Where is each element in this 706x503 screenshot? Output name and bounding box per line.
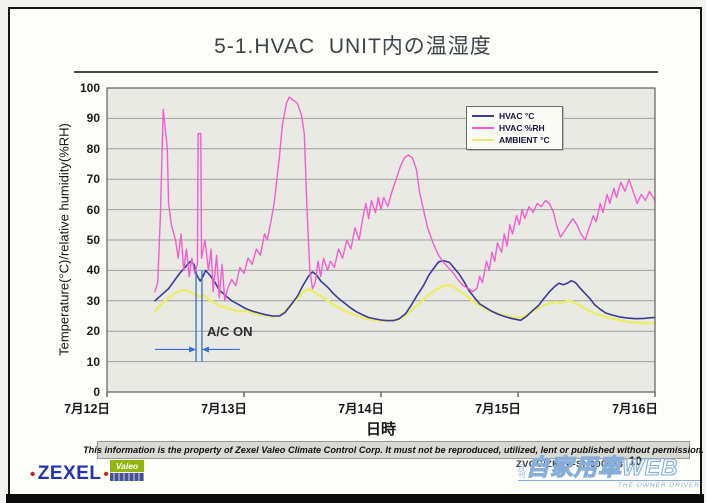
series-line-ambient-c [153,283,657,325]
watermark-underline [518,480,700,481]
zexel-logo-dot-right: • [103,465,110,483]
valeo-logo-subbox [110,473,144,481]
y-tick-label-30: 30 [86,293,100,308]
y-axis-ticks: 0 10 20 30 40 50 60 70 80 90 100 [58,81,100,399]
document-code: ZVCC/ZEAE-SH000523 [516,459,624,470]
y-tick-label-80: 80 [86,141,100,156]
legend-line-swatch [472,115,494,117]
title-underline [74,71,658,73]
page-number: 10 [629,456,642,468]
legend-item: HVAC %RH [472,122,558,134]
y-tick-label-20: 20 [86,324,100,339]
legend-line-swatch [472,139,494,141]
legend-item: AMBIENT °C [472,134,558,146]
y-tick-label-60: 60 [86,202,100,217]
zexel-logo-dot-left: • [30,465,36,483]
zexel-logo: • ZEXEL • [28,463,111,485]
y-tick-label-90: 90 [86,111,100,126]
y-tick-label-10: 10 [86,354,100,369]
valeo-logo-text: Valeo [110,460,144,472]
x-tick-label-0: 7月12日 [64,402,110,416]
owner-driver-watermark: 月 刊 自家用車WEB THE OWNER DRIVER [518,454,700,489]
disclaimer-bar: This information is the property of Zexe… [83,441,704,459]
x-tick-label-3: 7月15日 [475,402,521,416]
x-axis-title: 日時 [365,421,396,438]
y-tick-label-100: 100 [79,81,100,95]
hvac-line-chart: A/C ON [106,87,657,397]
disclaimer-text: This information is the property of Zexe… [83,445,704,455]
y-tick-label-40: 40 [86,263,100,278]
watermark-prefix-bottom: 刊 [518,472,525,479]
zexel-logo-text: ZEXEL [37,463,102,484]
legend-line-swatch [472,127,494,129]
y-tick-label-70: 70 [86,172,100,187]
slide-title: 5-1.HVAC UNIT内の温湿度 [214,35,492,58]
watermark-main-text: 自家用車WEB [525,454,679,480]
legend-item: HVAC °C [472,110,558,122]
valeo-logo: Valeo [110,460,144,481]
x-axis-ticks: 7月12日 7月13日 7月14日 7月15日 7月16日 [64,398,658,416]
y-tick-label-0: 0 [93,385,100,399]
watermark-tagline: THE OWNER DRIVER [617,482,700,489]
chart-legend: HVAC °C HVAC %RH AMBIENT °C [466,106,563,150]
x-tick-label-1: 7月13日 [201,402,247,416]
x-tick-label-2: 7月14日 [338,402,384,416]
ac-on-label: A/C ON [207,324,253,339]
series-line-hvac-rh [154,96,656,302]
watermark-prefix-top: 月 [518,465,525,472]
scan-bottom-bar [6,494,704,503]
x-tick-label-4: 7月16日 [612,402,658,416]
chart-plot-area: A/C ON [106,87,657,400]
watermark-prefix: 月 刊 [518,465,525,479]
plot-border [106,87,656,393]
legend-label: HVAC %RH [499,123,545,133]
legend-label: HVAC °C [499,111,535,121]
ac-on-arrowhead-left-icon [201,346,209,353]
legend-label: AMBIENT °C [499,135,550,145]
y-tick-label-50: 50 [86,233,100,247]
ac-on-arrowhead-right-icon [189,346,197,353]
